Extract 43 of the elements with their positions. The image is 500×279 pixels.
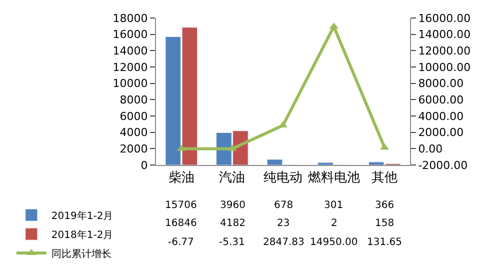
y2-tick-label: 12000.00 — [418, 44, 471, 58]
data-label: 14950.00 — [310, 237, 358, 248]
x-tick-label: 柴油 — [168, 170, 194, 186]
legend-label: 2018年1-2月 — [51, 228, 114, 241]
y-tick-label: 12000 — [112, 60, 148, 74]
y-tick-label: 2000 — [120, 142, 148, 156]
y2-tick-label: 6000.00 — [418, 94, 464, 107]
y2-tick-label: 0.00 — [418, 142, 443, 156]
y2-tick-label: 10000.00 — [418, 60, 471, 74]
y-tick-label: 6000 — [120, 110, 148, 123]
data-label: 16846 — [165, 218, 197, 229]
y2-tick-label: 4000.00 — [418, 110, 464, 123]
data-label: 2 — [331, 218, 338, 229]
data-label: 366 — [375, 200, 394, 211]
x-tick-label: 其他 — [372, 170, 398, 186]
y-tick-label: 0 — [140, 158, 148, 172]
data-label: 23 — [277, 218, 290, 229]
data-label: 15706 — [165, 200, 197, 211]
y-tick-label: 10000 — [112, 77, 148, 90]
y2-tick-label: -2000.00 — [418, 158, 468, 172]
y-tick-label: 8000 — [120, 94, 148, 107]
x-tick-label: 纯电动 — [264, 170, 302, 186]
data-label: 2847.83 — [263, 237, 304, 248]
y2-tick-label: 14000.00 — [418, 28, 471, 42]
x-tick-label: 汽油 — [219, 170, 246, 186]
data-label: 3960 — [220, 200, 246, 211]
data-label: -6.77 — [168, 237, 194, 248]
y2-tick-label: 8000.00 — [418, 77, 464, 90]
data-label: -5.31 — [219, 237, 245, 248]
y-tick-label: 14000 — [112, 44, 148, 58]
data-label: 678 — [274, 200, 294, 211]
legend-label: 2019年1-2月 — [51, 210, 114, 222]
data-label: 131.65 — [367, 237, 402, 248]
y-tick-label: 18000 — [112, 12, 148, 25]
y2-tick-label: 16000.00 — [418, 12, 471, 25]
data-label: 4182 — [220, 218, 246, 229]
data-label: 158 — [375, 218, 394, 229]
y-tick-label: 4000 — [120, 126, 148, 140]
y-tick-label: 16000 — [112, 28, 148, 42]
data-label: 301 — [324, 200, 344, 211]
legend-label: 同比累计增长 — [51, 248, 112, 260]
x-tick-label: 燃料电池 — [308, 170, 360, 186]
y2-tick-label: 2000.00 — [418, 126, 464, 140]
